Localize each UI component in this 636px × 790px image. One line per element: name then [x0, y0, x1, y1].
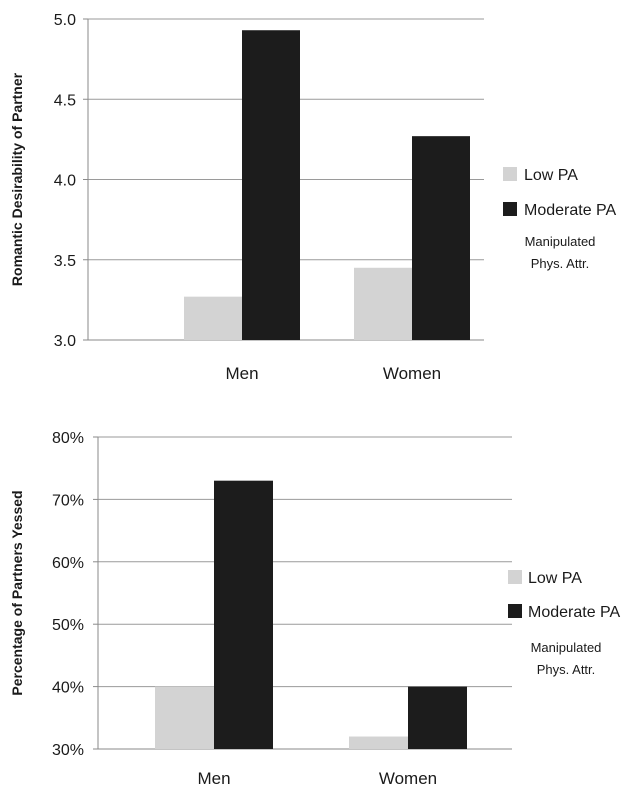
- legend-label: Low PA: [524, 167, 578, 184]
- legend-swatch-moderate-pa: [508, 604, 522, 618]
- legend-title-line-2: Phys. Attr.: [531, 256, 590, 271]
- x-category-label: Women: [379, 769, 437, 788]
- legend-title: Manipulated: [531, 640, 602, 655]
- x-category-label: Men: [225, 364, 258, 383]
- y-tick-label: 40%: [52, 680, 84, 697]
- y-tick-label: 3.5: [54, 253, 76, 270]
- bar-low-pa-men: [184, 296, 242, 340]
- legend-label: Moderate PA: [528, 604, 621, 621]
- y-tick-label: 30%: [52, 742, 84, 759]
- x-category-label: Men: [197, 769, 230, 788]
- chart-panel-1: 3.0 3.5 4.0 4.5 5.0 Men Women Romantic Desirabi…: [9, 12, 617, 383]
- y-tick-label: 60%: [52, 555, 84, 572]
- bar-low-pa-women: [354, 267, 412, 340]
- y-tick-label: 80%: [52, 430, 84, 447]
- legend-swatch-low-pa: [503, 167, 517, 181]
- x-category-label: Women: [383, 364, 441, 383]
- legend-swatch-low-pa: [508, 570, 522, 584]
- bar-low-pa-women: [349, 736, 408, 749]
- legend-title-line-2: Phys. Attr.: [537, 662, 596, 677]
- y-tick-label: 4.0: [54, 173, 76, 190]
- bar-moderate-pa-men: [242, 30, 300, 341]
- y-tick-label: 70%: [52, 492, 84, 509]
- legend-swatch-moderate-pa: [503, 202, 517, 216]
- y-axis-label: Romantic Desirability of Partner: [9, 72, 25, 286]
- y-tick-label: 4.5: [54, 92, 76, 109]
- chart-panel-2: 30% 40% 50% 60% 70% 80% Men Women Percentage of …: [9, 430, 621, 788]
- y-axis-label: Percentage of Partners Yessed: [9, 490, 25, 695]
- bar-moderate-pa-women: [412, 136, 470, 340]
- y-tick-label: 50%: [52, 617, 84, 634]
- legend-title: Manipulated: [525, 234, 596, 249]
- bar-moderate-pa-men: [214, 480, 273, 749]
- y-tick-label: 5.0: [54, 12, 76, 29]
- legend-label: Moderate PA: [524, 202, 617, 219]
- legend-label: Low PA: [528, 570, 582, 587]
- y-tick-label: 3.0: [54, 333, 76, 350]
- bar-low-pa-men: [155, 686, 214, 749]
- bar-moderate-pa-women: [408, 686, 467, 749]
